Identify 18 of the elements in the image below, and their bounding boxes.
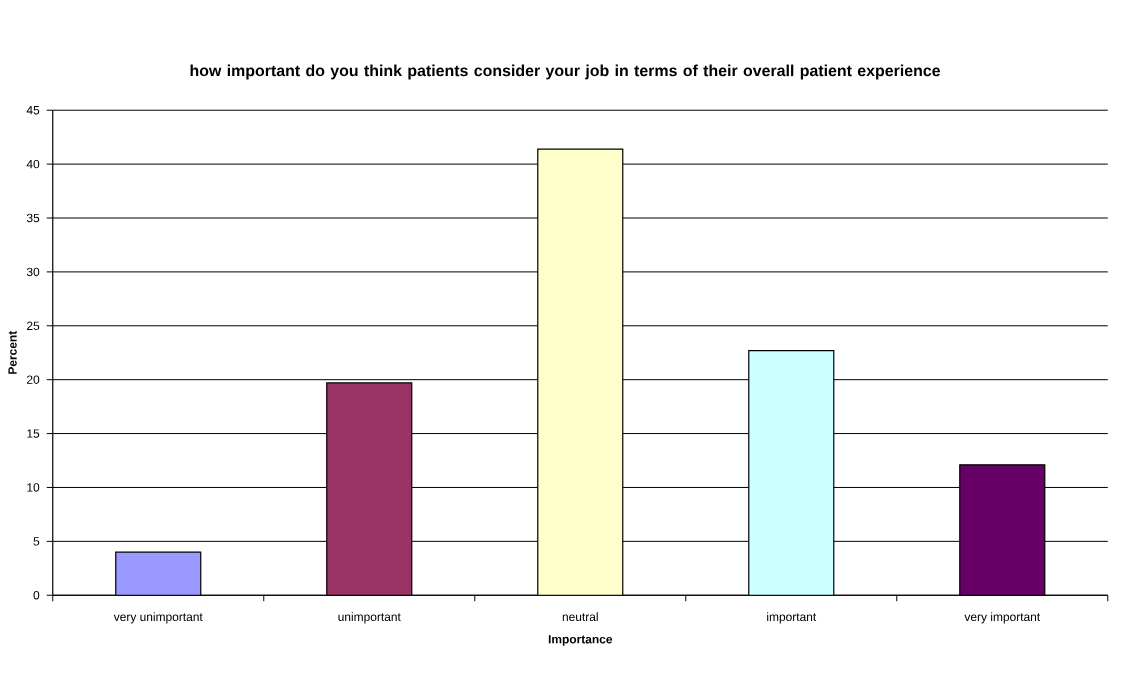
y-tick-label: 40 [26,159,40,169]
y-axis-title: Percent [8,330,17,374]
y-tick-label: 25 [27,321,40,331]
x-axis-title: Importance [548,635,613,646]
y-tick-label: 5 [33,537,40,546]
x-tick-label: very important [964,612,1041,624]
y-tick-label: 45 [26,106,40,115]
chart-title: how important do you think patients consider your job in terms of their overall patient experience [190,64,941,80]
x-tick-label: neutral [562,612,598,622]
y-tick-label: 30 [26,267,40,277]
x-tick-label: important [767,612,817,624]
x-tick-label: very unimportant [113,612,203,624]
y-tick-label: 20 [27,375,40,384]
y-tick-label: 35 [26,213,40,223]
y-tick-label: 15 [27,429,40,438]
x-tick-label: unimportant [338,612,401,624]
y-tick-label: 10 [27,483,40,492]
y-tick-label: 0 [33,591,40,600]
